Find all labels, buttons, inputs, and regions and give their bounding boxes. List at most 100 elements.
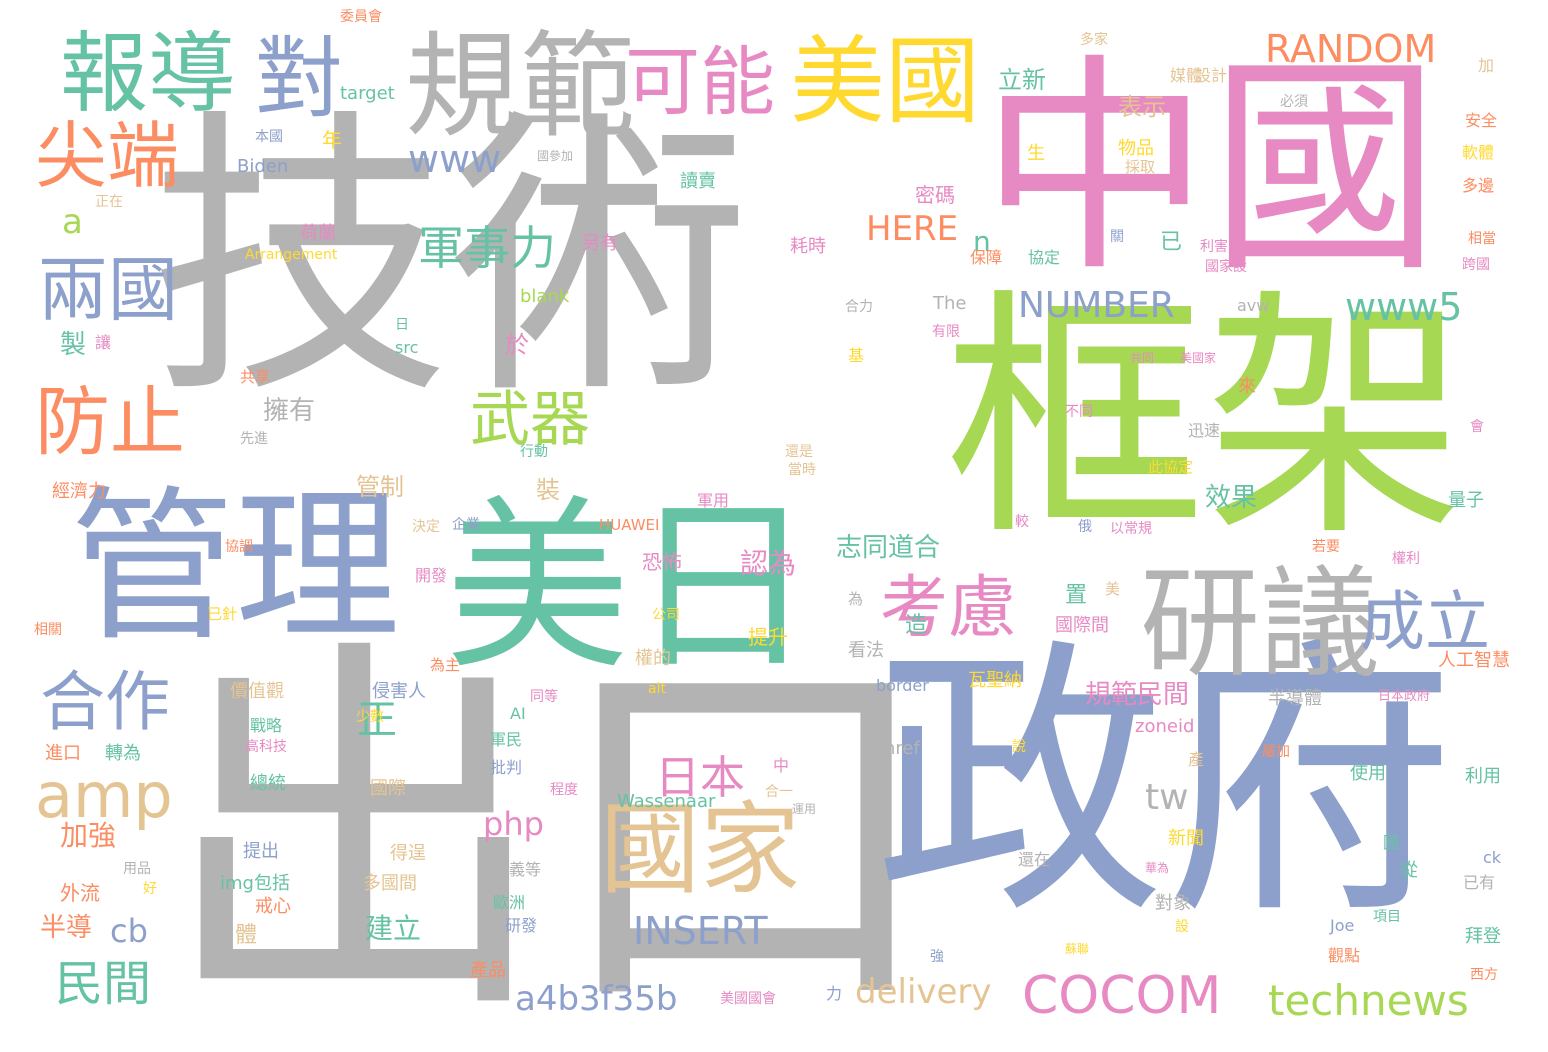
cloud-word: 戰略 — [250, 716, 283, 735]
cloud-word: 美國 — [790, 27, 981, 137]
cloud-word: Arrangement — [245, 247, 338, 263]
cloud-word: avw — [1237, 296, 1270, 315]
cloud-word: 迅速 — [1188, 421, 1221, 440]
cloud-word: 權的 — [635, 648, 671, 669]
cloud-word: cb — [110, 912, 148, 950]
cloud-word: 物品 — [1118, 138, 1154, 159]
cloud-word: technews — [1268, 976, 1469, 1025]
cloud-word: 國際 — [370, 778, 406, 799]
cloud-word: 設 — [1175, 919, 1189, 935]
cloud-word: 認為 — [740, 547, 797, 580]
cloud-word: 耗時 — [790, 236, 826, 257]
cloud-word: 協定 — [1028, 248, 1061, 267]
cloud-word: 表示 — [1118, 93, 1166, 121]
cloud-word: 提出 — [243, 841, 279, 862]
cloud-word: 可能 — [625, 38, 776, 126]
cloud-word: 規範民間 — [1085, 680, 1190, 710]
cloud-word: RANDOM — [1265, 27, 1437, 71]
cloud-word: 外流 — [60, 881, 100, 905]
cloud-word: img包括 — [220, 873, 290, 894]
cloud-word: 當時 — [788, 462, 816, 478]
cloud-word: 軍民 — [490, 730, 523, 749]
cloud-word: border — [876, 676, 929, 695]
cloud-word: 程度 — [550, 782, 578, 798]
cloud-word: 安全 — [1465, 111, 1498, 130]
cloud-word: 為主 — [430, 656, 461, 674]
cloud-word: 瓦聖納 — [968, 670, 1022, 691]
cloud-word: a — [62, 202, 83, 242]
cloud-word: 多邊 — [1462, 176, 1495, 195]
cloud-word: 政府 — [875, 616, 1455, 953]
cloud-word: 已 — [1160, 230, 1183, 255]
cloud-word: 保障 — [970, 248, 1003, 267]
cloud-word: 讓 — [95, 333, 112, 352]
cloud-word: 擁有 — [263, 396, 316, 426]
cloud-word: 立新 — [998, 66, 1046, 94]
cloud-word: 多家 — [1080, 32, 1108, 48]
cloud-word: 國參加 — [537, 149, 574, 163]
cloud-word: 產 — [1188, 750, 1205, 769]
cloud-word: 製 — [60, 330, 87, 360]
cloud-word: 價值觀 — [230, 681, 284, 702]
cloud-word: 先進 — [240, 431, 268, 447]
cloud-word: 利害 — [1200, 239, 1228, 255]
cloud-word: 已有 — [1463, 873, 1496, 892]
cloud-word: 正 — [357, 697, 397, 743]
cloud-word: 中 — [773, 756, 790, 775]
cloud-word: 相關 — [34, 622, 62, 638]
cloud-word: 合作 — [40, 665, 171, 740]
cloud-word: 研發 — [505, 916, 538, 935]
cloud-word: 尖端 — [35, 114, 180, 198]
cloud-word: 半導體 — [1268, 688, 1322, 709]
cloud-word: Wassenaar — [617, 791, 716, 812]
cloud-word: 嚴加 — [1262, 744, 1290, 760]
cloud-word: The — [933, 293, 967, 314]
cloud-word: 權利 — [1392, 551, 1420, 567]
cloud-word: 必須 — [1280, 94, 1308, 110]
cloud-word: 設計 — [1195, 66, 1228, 85]
cloud-word: 效果 — [1205, 483, 1258, 513]
cloud-word: 管制 — [356, 473, 404, 501]
cloud-word: www — [408, 137, 502, 181]
cloud-word: 年 — [322, 128, 342, 152]
cloud-word: Biden — [237, 156, 289, 177]
cloud-word: 用品 — [123, 861, 151, 877]
cloud-word: 協調 — [225, 539, 253, 555]
cloud-word: 經濟力 — [52, 481, 106, 502]
cloud-word: 讀賣 — [680, 171, 716, 192]
cloud-word: 民間 — [55, 956, 152, 1012]
cloud-word: src — [395, 338, 419, 357]
cloud-word: 從 — [1400, 860, 1418, 881]
cloud-word: 體 — [235, 923, 258, 948]
cloud-word: 防止 — [35, 378, 186, 466]
cloud-word: 荷蘭 — [300, 223, 336, 244]
cloud-word: 對 — [255, 27, 344, 130]
cloud-word: 正在 — [95, 194, 123, 210]
cloud-word: 此協定 — [1148, 458, 1194, 476]
cloud-word: 共享 — [240, 368, 271, 386]
cloud-word: 美國國會 — [720, 991, 776, 1007]
cloud-word: HERE — [866, 209, 959, 249]
cloud-word: 日本 — [655, 751, 746, 804]
cloud-word: 高科技 — [245, 739, 287, 755]
cloud-word: zoneid — [1135, 716, 1195, 737]
cloud-word: 拜登 — [1465, 926, 1501, 947]
cloud-word: 企業 — [452, 517, 480, 533]
cloud-word: 框架 — [945, 269, 1465, 571]
cloud-word: 總統 — [250, 773, 286, 794]
cloud-word: 技術 — [150, 85, 750, 434]
cloud-word: 觀點 — [1328, 946, 1361, 965]
cloud-word: 戒心 — [255, 896, 291, 917]
cloud-word: 軍事力 — [418, 221, 556, 275]
cloud-word: 華為 — [1145, 861, 1170, 875]
cloud-word: 國家設 — [1205, 259, 1247, 275]
cloud-word: 係 — [1410, 384, 1424, 400]
cloud-word: 運用 — [792, 802, 817, 816]
cloud-word: 武器 — [470, 385, 590, 455]
cloud-word: n — [973, 225, 991, 258]
cloud-word: 較 — [1015, 514, 1029, 530]
cloud-word: 中國 — [980, 36, 1441, 303]
cloud-word: 合力 — [845, 299, 873, 315]
cloud-word: 還在 — [1018, 850, 1051, 869]
cloud-word: 有限 — [932, 324, 960, 340]
